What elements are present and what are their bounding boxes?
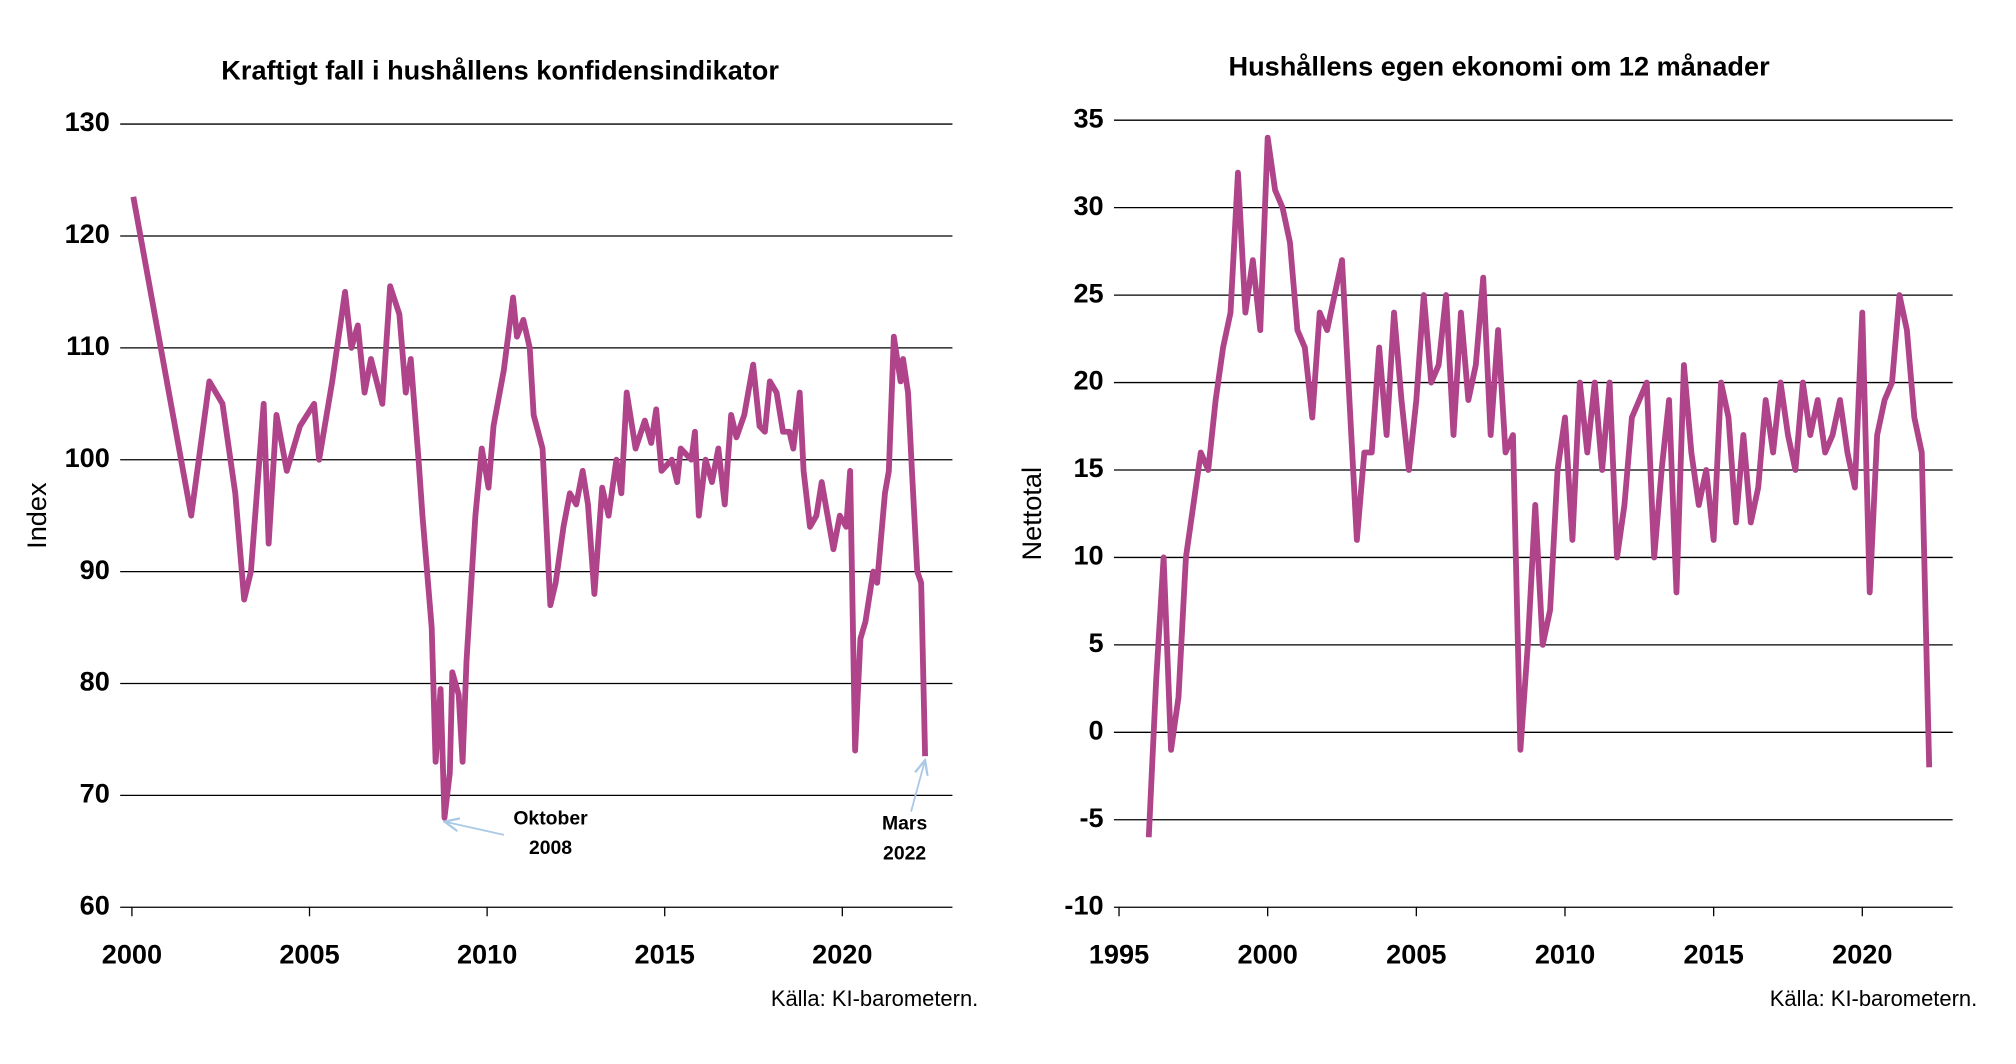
y-tick-label: 25 [1073,277,1103,308]
x-tick-label: 1995 [1089,939,1149,970]
chart-title: Kraftigt fall i hushållens konfidensindi… [221,55,779,86]
y-tick-label: 15 [1073,452,1103,483]
y-tick-label: 90 [80,554,110,585]
y-tick-label: 80 [80,666,110,697]
y-tick-label: 60 [80,889,110,920]
y-tick-label: 0 [1089,715,1104,746]
y-tick-label: -5 [1080,802,1104,833]
annotation-arrow [444,822,505,836]
x-tick-label: 2005 [279,939,339,970]
x-tick-label: 2010 [1535,939,1595,970]
y-tick-label: 20 [1073,365,1103,396]
y-tick-label: 110 [66,330,110,361]
x-tick-label: 2015 [1683,939,1743,970]
x-tick-label: 2000 [102,939,162,970]
data-line [1145,134,1933,838]
annotation-arrow [910,760,925,812]
x-tick-label: 2015 [635,939,695,970]
annotation-text: 2008 [529,837,572,859]
x-tick-label: 2020 [812,939,872,970]
y-tick-label: 30 [1073,190,1103,221]
y-tick-label: 35 [1073,102,1103,133]
y-axis-label: Nettotal [1016,467,1047,560]
y-tick-label: -10 [1064,889,1103,920]
y-tick-label: 120 [65,218,110,249]
y-tick-label: 5 [1089,627,1104,658]
y-tick-label: 130 [65,106,110,137]
source-note: Källa: KI-barometern. [1770,986,1977,1011]
source-note: Källa: KI-barometern. [771,986,978,1011]
x-tick-label: 2010 [457,939,517,970]
x-tick-label: 2000 [1238,939,1298,970]
x-tick-label: 2005 [1386,939,1446,970]
y-tick-label: 10 [1073,540,1103,571]
annotation-text: Oktober [513,807,588,829]
y-axis-label: Index [21,482,52,549]
y-tick-label: 70 [80,778,110,809]
y-tick-label: 100 [65,442,110,473]
data-line [130,196,928,821]
annotation-text: Mars [882,813,927,835]
chart-title: Hushållens egen ekonomi om 12 månader [1228,51,1770,82]
x-tick-label: 2020 [1832,939,1892,970]
annotation-text: 2022 [883,842,926,864]
